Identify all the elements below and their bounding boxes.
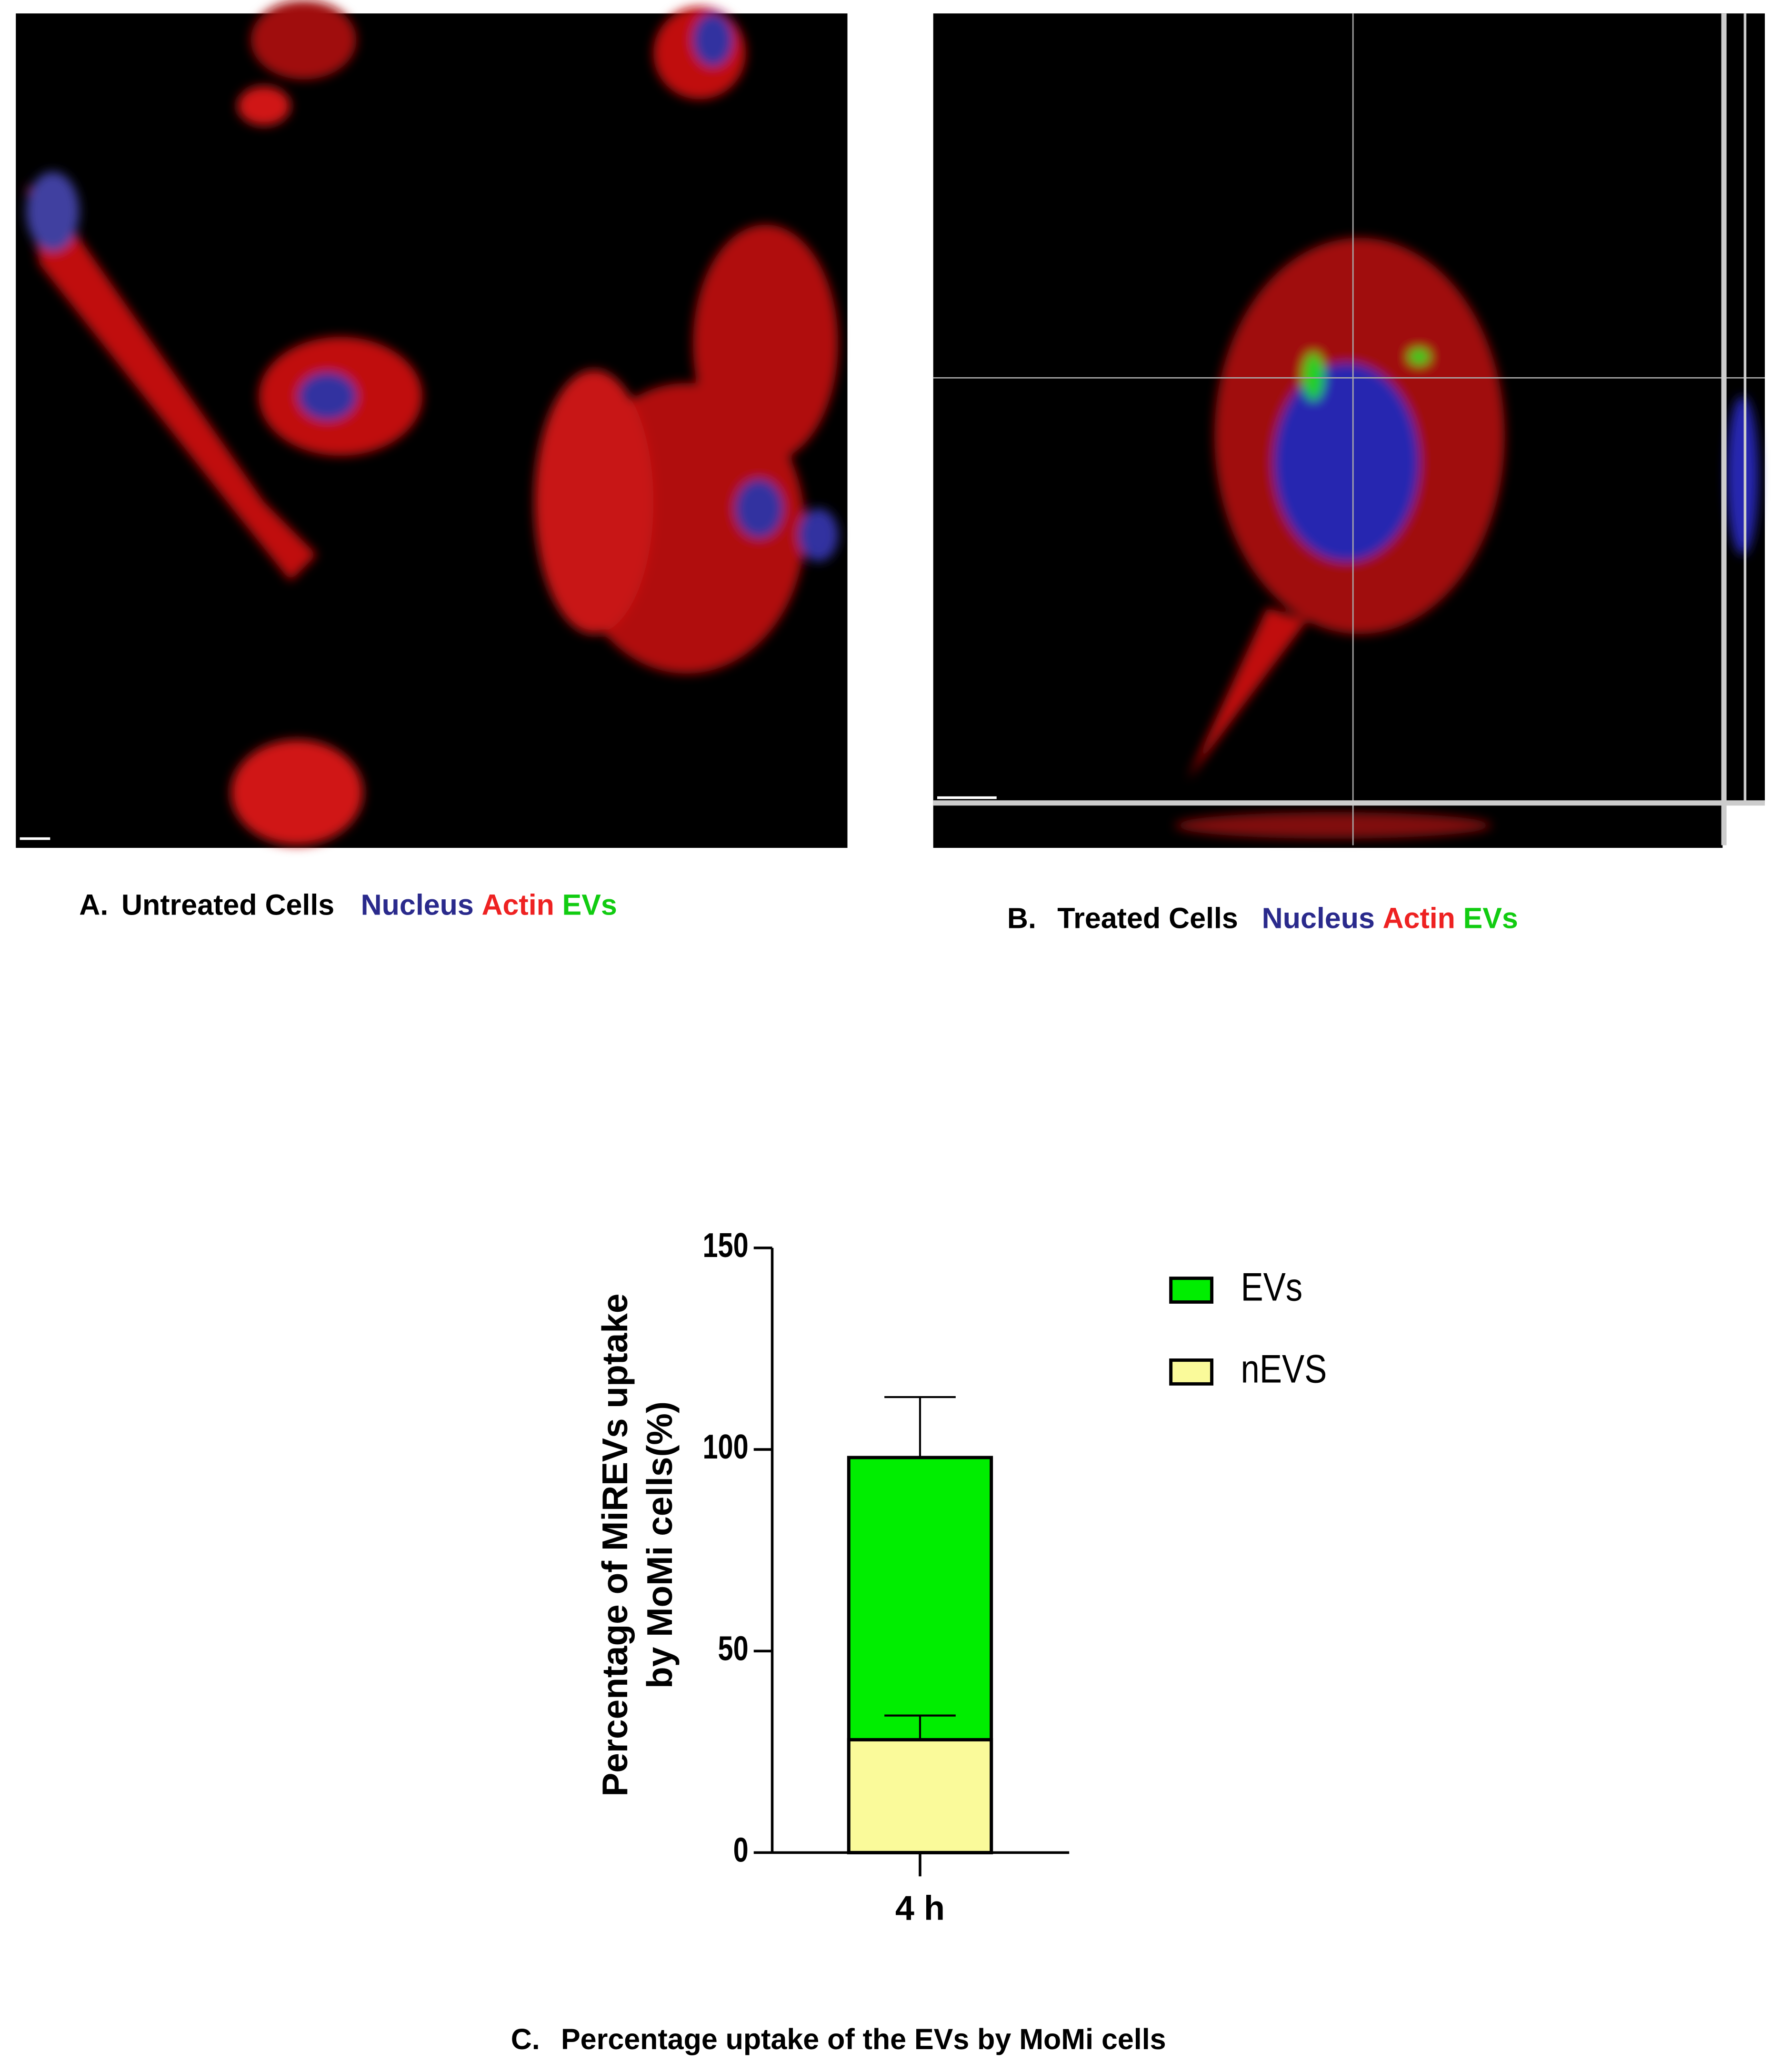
y-tick-label: 100	[702, 1428, 748, 1466]
caption-a: A. Untreated Cells Nucleus Actin EVs	[79, 889, 617, 921]
error-bar	[884, 1396, 956, 1458]
error-bar	[884, 1714, 956, 1740]
legend-swatch	[1169, 1277, 1214, 1304]
y-tick-label: 0	[733, 1831, 749, 1869]
legend-label: nEVS	[1241, 1347, 1327, 1391]
caption-b: B. Treated Cells Nucleus Actin EVs	[1007, 902, 1518, 935]
y-axis-label: by MoMi cells(%)	[640, 1401, 680, 1689]
micrograph-b	[933, 13, 1765, 848]
micrograph-a	[16, 0, 848, 848]
legend-swatch	[1169, 1358, 1214, 1386]
y-axis-label: Percentage of MiREVs uptake	[595, 1293, 635, 1796]
x-tick-label: 4 h	[895, 1889, 945, 1927]
y-tick-label: 50	[718, 1629, 749, 1668]
bar	[847, 1738, 993, 1854]
y-tick-label: 150	[702, 1226, 748, 1265]
caption-c: C. Percentage uptake of the EVs by MoMi c…	[511, 2023, 1166, 2055]
legend-label: EVs	[1241, 1265, 1303, 1309]
bar-chart: 0 50 100 150 Percentage of MiREVs uptake by M…	[595, 1226, 1327, 1928]
